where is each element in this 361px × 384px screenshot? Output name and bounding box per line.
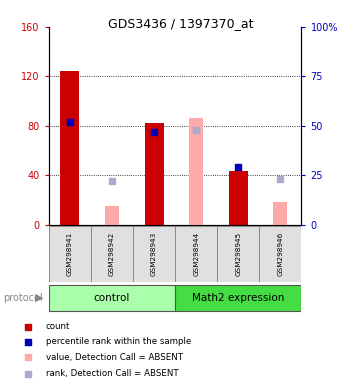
Point [193,127,199,133]
Text: GSM298941: GSM298941 [67,232,73,276]
Text: GSM298942: GSM298942 [109,232,115,276]
Text: GSM298945: GSM298945 [235,232,241,276]
Text: value, Detection Call = ABSENT: value, Detection Call = ABSENT [46,353,183,362]
FancyBboxPatch shape [175,226,217,282]
Text: rank, Detection Call = ABSENT: rank, Detection Call = ABSENT [46,369,179,378]
Text: Math2 expression: Math2 expression [192,293,284,303]
Text: GSM298943: GSM298943 [151,232,157,276]
FancyBboxPatch shape [217,226,259,282]
FancyBboxPatch shape [133,226,175,282]
Bar [273,202,287,225]
Point [151,129,157,135]
Point [278,176,283,182]
FancyBboxPatch shape [91,226,133,282]
Text: ▶: ▶ [35,293,43,303]
Text: protocol: protocol [4,293,43,303]
FancyBboxPatch shape [49,226,91,282]
FancyBboxPatch shape [260,226,301,282]
FancyBboxPatch shape [49,285,175,311]
Bar [229,172,248,225]
Point [67,119,73,125]
Bar [105,206,119,225]
Text: GDS3436 / 1397370_at: GDS3436 / 1397370_at [108,17,253,30]
Text: GSM298946: GSM298946 [277,232,283,276]
FancyBboxPatch shape [175,285,301,311]
Text: GSM298944: GSM298944 [193,232,199,276]
Bar [60,71,79,225]
Point [109,178,115,184]
Point [25,371,31,377]
Text: control: control [94,293,130,303]
Point [25,339,31,345]
Text: count: count [46,322,70,331]
Text: percentile rank within the sample: percentile rank within the sample [46,337,191,346]
Point [235,164,241,170]
Point [25,354,31,360]
Bar [144,123,164,225]
Bar [189,118,203,225]
Point [25,324,31,330]
